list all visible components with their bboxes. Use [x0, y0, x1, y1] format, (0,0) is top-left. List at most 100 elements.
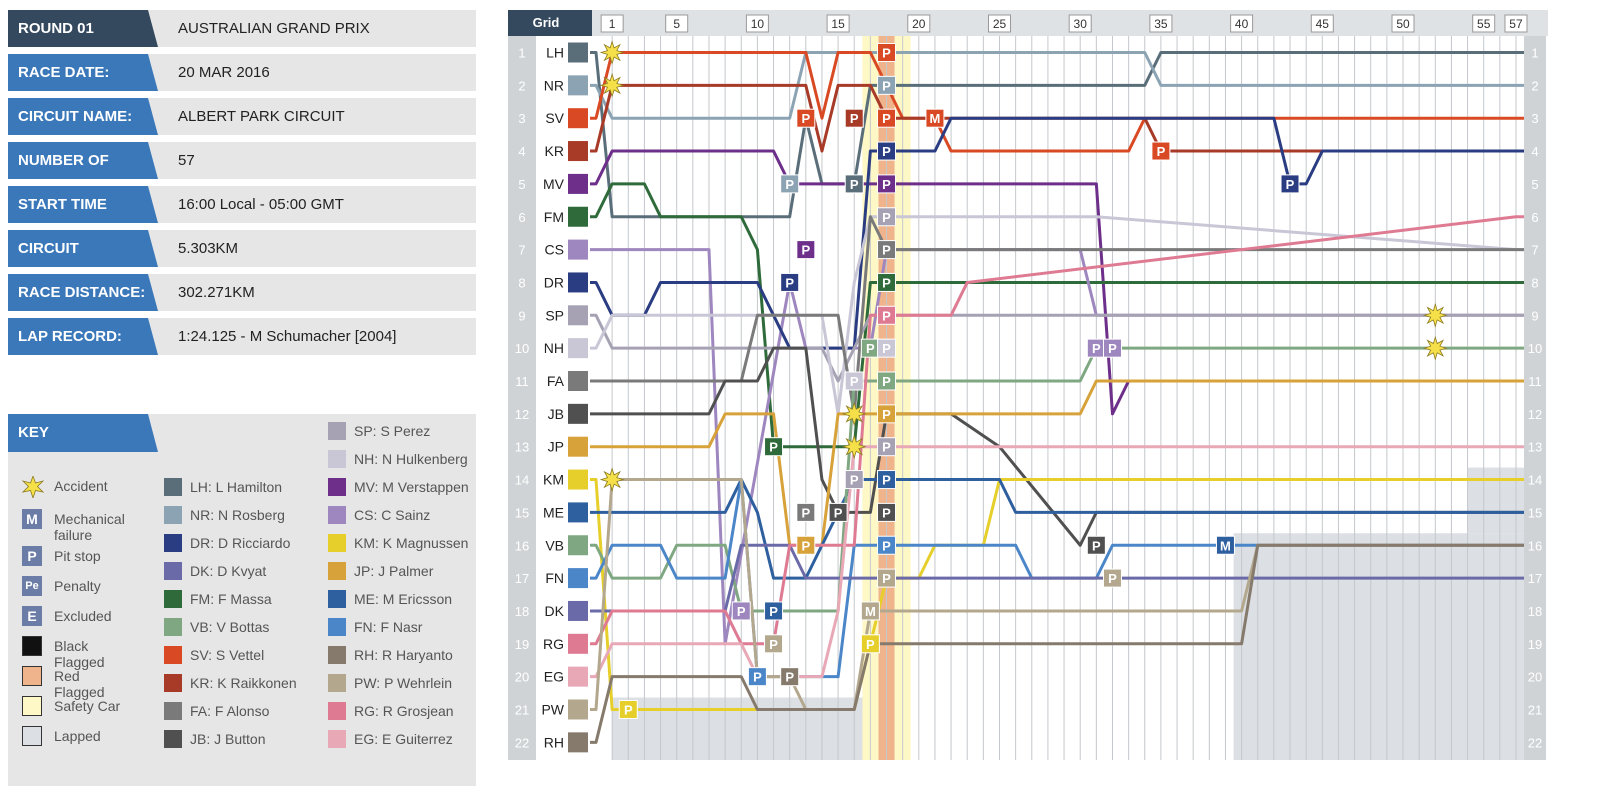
driver-legend-label: KR: K Raikkonen: [190, 675, 297, 691]
pit-stop-icon: [877, 437, 897, 457]
grid-driver-swatch: [568, 371, 588, 391]
lap-tick-label: 1: [609, 17, 616, 31]
position-label: 3: [1531, 111, 1538, 126]
pit-stop-icon: [877, 502, 897, 522]
pit-stop-letter: P: [882, 144, 891, 159]
lap-tick-label: 15: [831, 17, 845, 31]
grid-driver-label: DK: [545, 603, 565, 619]
key-symbol-label: Pit stop: [54, 548, 101, 564]
lap-tick-label: 50: [1396, 17, 1410, 31]
position-label: 5: [518, 177, 525, 192]
pit-stop-letter: P: [1108, 341, 1117, 356]
key-symbol-label: Safety Car: [54, 698, 121, 714]
info-value: 16:00 Local - 05:00 GMT: [148, 186, 476, 223]
pit-stop-letter: P: [1286, 177, 1295, 192]
grid-driver-swatch: [568, 699, 588, 720]
pit-stop-icon: [764, 601, 784, 621]
pit-stop-icon: [796, 535, 816, 555]
pit-stop-letter: P: [882, 210, 891, 225]
pit-stop-icon: [844, 108, 864, 128]
pit-stop-letter: P: [882, 308, 891, 323]
grid-header-label: Grid: [533, 15, 560, 30]
pit-stop-letter: P: [882, 473, 891, 488]
accident-icon: [599, 467, 625, 492]
position-label: 4: [1531, 144, 1538, 159]
key-symbol-label: Lapped: [54, 728, 101, 744]
driver-swatch: [164, 618, 182, 636]
info-row: NUMBER OF LAPS:57: [8, 142, 476, 206]
position-label: 11: [515, 374, 529, 389]
grid-driver-label: DR: [544, 274, 564, 290]
position-label: 9: [518, 308, 525, 323]
grid-driver-swatch: [568, 173, 588, 194]
lap-tick-box: [1310, 14, 1334, 33]
info-row: LAP RECORD: 1:24.125 - M Schumacher [2004…: [8, 318, 476, 355]
position-label: 18: [1528, 604, 1542, 619]
info-value: AUSTRALIAN GRAND PRIX: [148, 10, 476, 47]
pit-stop-icon: [877, 338, 897, 358]
position-label: 2: [518, 78, 525, 93]
position-label: 2: [1531, 78, 1538, 93]
lap-tick-box: [745, 14, 769, 33]
accident-icon: [841, 434, 867, 460]
grid-driver-swatch: [568, 305, 588, 326]
pit-stop-letter: P: [882, 374, 891, 389]
driver-swatch: [328, 422, 346, 440]
grid-driver-label: EG: [544, 669, 564, 685]
position-label: 21: [1528, 703, 1542, 718]
position-label: 1: [518, 46, 525, 61]
driver-legend-label: MV: M Verstappen: [354, 479, 469, 495]
pit-stop-icon: [877, 305, 897, 325]
grid-driver-swatch: [568, 568, 588, 589]
pit-stop-icon: P: [22, 546, 42, 566]
grid-driver-swatch: [568, 535, 588, 556]
key-title: KEY: [8, 414, 158, 452]
position-label: 14: [1528, 473, 1542, 488]
pit-stop-letter: P: [785, 177, 794, 192]
driver-line-fn: [590, 478, 1524, 679]
position-label: 8: [518, 275, 525, 290]
driver-legend-label: SP: S Perez: [354, 423, 431, 439]
pit-stop-letter: P: [834, 505, 843, 520]
race-info-panel: ROUND 01 AUSTRALIAN GRAND PRIX RACE DATE: 2…: [8, 10, 476, 362]
accident-icon: [1422, 335, 1448, 361]
pit-stop-icon: [844, 470, 864, 490]
pit-stop-icon: [764, 634, 784, 654]
info-value: 1:24.125 - M Schumacher [2004]: [148, 318, 476, 355]
pit-stop-icon: [780, 272, 800, 292]
info-value: 57: [148, 142, 476, 179]
driver-legend-label: DR: D Ricciardo: [190, 535, 291, 551]
legend-swatch: [22, 696, 42, 716]
grid-driver-label: KR: [545, 143, 564, 159]
position-label: 6: [1531, 210, 1538, 225]
driver-legend-label: CS: C Sainz: [354, 507, 431, 523]
driver-legend-label: FN: F Nasr: [354, 619, 423, 635]
pit-stop-icon: [877, 108, 897, 128]
grid-driver-swatch: [568, 633, 588, 654]
lap-tick-box: [1391, 14, 1415, 33]
grid-driver-label: NH: [544, 340, 564, 356]
position-column-right: [1523, 36, 1546, 760]
pit-stop-icon: [747, 667, 767, 687]
driver-swatch: [328, 478, 346, 496]
accident-icon: [841, 401, 867, 427]
pit-stop-letter: P: [866, 341, 875, 356]
position-column-left: [508, 36, 536, 760]
key-symbol-label: Excluded: [54, 608, 112, 624]
position-label: 13: [515, 440, 529, 455]
grid-driver-swatch: [568, 502, 588, 523]
pit-stop-icon: [877, 535, 897, 555]
grid-driver-label: RH: [544, 734, 564, 750]
pit-stop-letter: P: [769, 637, 778, 652]
grid-driver-swatch: [568, 338, 588, 359]
pit-stop-icon: [844, 174, 864, 194]
position-label: 11: [1528, 374, 1542, 389]
grid-driver-swatch: [568, 272, 588, 293]
grid-driver-swatch: [568, 75, 588, 96]
position-label: 1: [1531, 46, 1538, 61]
excluded-icon: E: [22, 606, 42, 626]
grid-driver-swatch: [568, 436, 588, 457]
pit-stop-icon: [1102, 568, 1122, 588]
lap-tick-label: 40: [1235, 17, 1249, 31]
pit-stop-icon: [618, 700, 638, 719]
